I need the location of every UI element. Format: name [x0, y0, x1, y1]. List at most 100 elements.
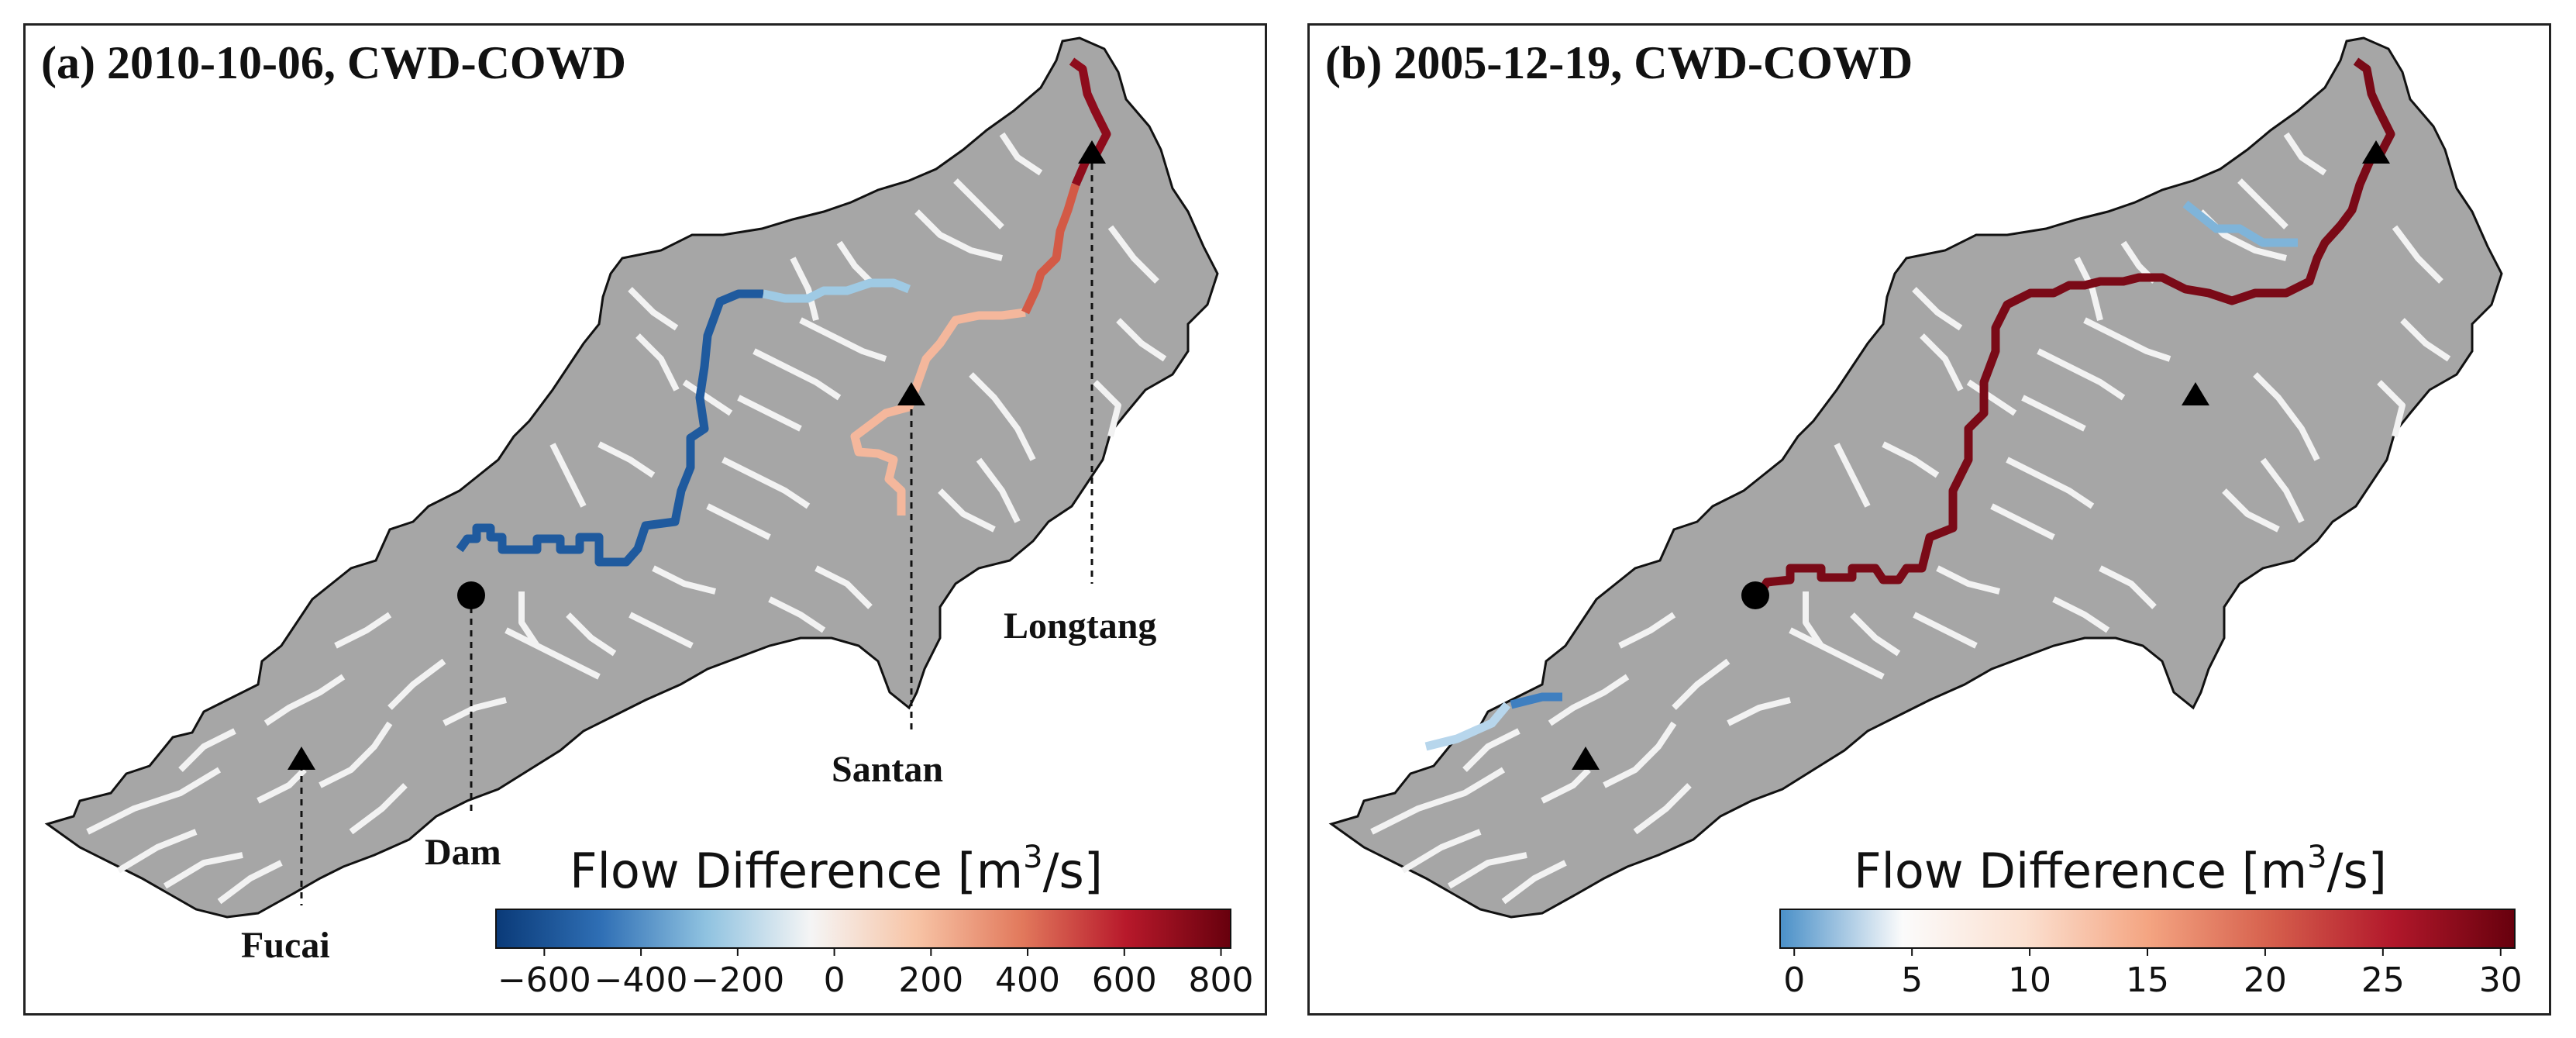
river-blue-tributary-lower	[1510, 692, 1562, 709]
river-darkred-mainstem	[1755, 57, 2395, 597]
minor-river-segment	[1633, 783, 1692, 835]
minor-river-segment	[790, 257, 819, 321]
minor-river-segment	[836, 240, 873, 284]
minor-river-segment	[999, 132, 1043, 176]
panel-title: (a) 2010-10-06, CWD-COWD	[41, 37, 626, 88]
minor-river-segment	[1400, 829, 1482, 874]
river-blue-tributary-west	[1424, 702, 1511, 751]
catchment-boundary	[1328, 36, 2503, 919]
minor-river-segment	[443, 697, 507, 726]
minor-river-segment	[1912, 287, 1963, 331]
map-canvas: Flow Difference [m3/s] 0 5 10 15 20 25 30	[1328, 36, 2523, 1000]
minor-river-segment	[598, 441, 656, 478]
minor-river-segment	[2400, 318, 2451, 362]
minor-river-segment	[799, 317, 887, 362]
minor-river-segment	[976, 457, 1021, 523]
minor-river-segment	[628, 287, 679, 331]
minor-river-segment	[1966, 379, 2017, 416]
catchment-boundary	[44, 36, 1219, 919]
santan-triangle-marker	[2182, 382, 2209, 405]
colorbar-tick-label: −600	[498, 960, 591, 1000]
minor-river-segment	[217, 860, 283, 905]
colorbar-tick-label: 10	[2008, 960, 2051, 1000]
colorbar-tick-label: 600	[1092, 960, 1157, 1000]
colorbar-tick-label: 5	[1901, 960, 1923, 1000]
colorbar-tick-label: 20	[2244, 960, 2287, 1000]
colorbar-tick-label: −200	[690, 960, 784, 1000]
minor-river-segment	[549, 443, 587, 508]
minor-river-segment	[178, 728, 236, 772]
river-light-blue-reach	[762, 278, 911, 303]
minor-river-segment	[2074, 257, 2103, 321]
minor-river-segment	[635, 333, 680, 391]
minor-river-segment	[116, 829, 198, 874]
fucai-triangle-marker	[288, 747, 315, 770]
minor-river-segment	[969, 372, 1036, 461]
colorbar-tick-label: −400	[594, 960, 688, 1000]
minor-river-segment	[1447, 852, 1527, 889]
minor-river-segment	[629, 612, 694, 649]
minor-river-segment	[1834, 443, 1871, 508]
santan-triangle-marker	[897, 382, 925, 405]
minor-river-segment	[2222, 488, 2280, 533]
minor-river-segment	[1618, 612, 1676, 649]
minor-river-segment	[1803, 591, 1824, 648]
minor-river-segment	[1462, 728, 1520, 772]
map-panel-b: (b) 2005-12-19, CWD-COWD Flow Difference…	[1307, 23, 2551, 1016]
minor-river-segment	[257, 767, 307, 804]
minor-river-segment	[2099, 565, 2157, 609]
colorbar-title: Flow Difference [m3/s]	[1854, 840, 2387, 899]
minor-river-segment	[706, 503, 771, 540]
minor-river-segment	[938, 488, 996, 533]
minor-river-segment	[752, 348, 842, 401]
minor-river-segment	[1093, 380, 1121, 437]
minor-river-segment	[86, 767, 222, 835]
minor-river-segment	[1501, 860, 1567, 905]
minor-river-segment	[2377, 380, 2406, 437]
minor-river-segment	[263, 674, 346, 726]
colorbar-ticks: −600 −400 −200 0 200 400 600 800	[498, 948, 1254, 1000]
site-label-fucai: Fucai	[241, 925, 330, 966]
minor-river-segment	[2083, 317, 2171, 362]
map-canvas: Longtang Santan Dam Fucai Flow Differenc…	[44, 36, 1254, 1000]
minor-river-segment	[1548, 674, 1630, 726]
colorbar-tick-label: 400	[995, 960, 1060, 1000]
minor-river-segment	[2021, 395, 2086, 432]
minor-river-segment	[953, 178, 1004, 229]
colorbar-title: Flow Difference [m3/s]	[570, 840, 1103, 899]
dam-circle-marker	[457, 581, 485, 609]
colorbar-tick-label: 15	[2126, 960, 2169, 1000]
river-light-red-reach	[850, 308, 1026, 516]
minor-river-segment	[1116, 318, 1167, 362]
colorbar-tick-label: 200	[898, 960, 963, 1000]
colorbar-tick-label: 0	[1783, 960, 1805, 1000]
longtang-triangle-marker	[2362, 140, 2390, 164]
minor-river-segment	[334, 612, 392, 649]
minor-river-segment	[1603, 721, 1677, 788]
minor-river-segment	[1990, 503, 2055, 540]
minor-river-segment	[349, 783, 408, 835]
minor-river-segment	[721, 457, 811, 509]
minor-river-segment	[1672, 658, 1731, 710]
minor-river-segment	[2006, 457, 2095, 509]
dam-circle-marker	[1741, 581, 1769, 609]
colorbar: Flow Difference [m3/s] −600 −400 −200 0 200 4…	[495, 840, 1254, 1000]
minor-river-segment	[1789, 627, 1885, 680]
panel-title: (b) 2005-12-19, CWD-COWD	[1325, 37, 1913, 88]
minor-river-segment	[914, 209, 1003, 261]
minor-river-segment	[2253, 372, 2320, 461]
minor-river-segment	[737, 395, 802, 432]
colorbar-tick-label: 800	[1189, 960, 1254, 1000]
minor-river-segment	[1370, 767, 1506, 835]
minor-river-segment	[652, 565, 716, 595]
river-blue-tributary	[2182, 200, 2298, 247]
minor-river-segment	[1541, 767, 1591, 804]
colorbar-ticks: 0 5 10 15 20 25 30	[1783, 948, 2523, 1000]
colorbar-tick-label: 25	[2361, 960, 2405, 1000]
minor-river-segment	[2283, 132, 2327, 176]
minor-river-segment	[2052, 596, 2110, 633]
minor-river-segment	[566, 612, 617, 657]
colorbar-gradient	[495, 909, 1231, 949]
minor-river-segment	[814, 565, 873, 609]
site-label-dam: Dam	[425, 832, 501, 873]
